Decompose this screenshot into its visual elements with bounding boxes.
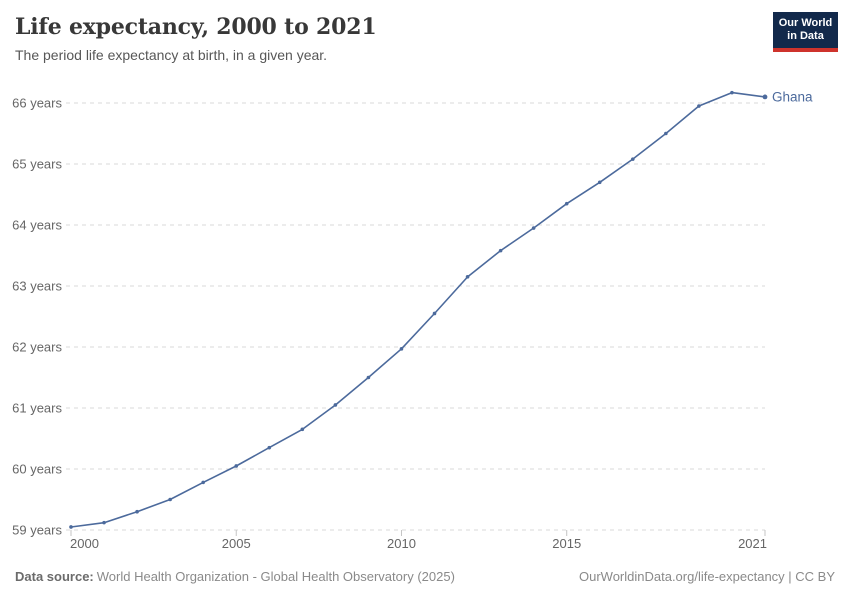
- page-title: Life expectancy, 2000 to 2021: [15, 14, 377, 40]
- data-point[interactable]: [300, 427, 305, 432]
- chart-subtitle: The period life expectancy at birth, in …: [15, 47, 328, 63]
- y-axis-tick-label: 64 years: [12, 218, 62, 233]
- data-point[interactable]: [597, 180, 602, 185]
- series-line-ghana[interactable]: [70, 91, 766, 528]
- data-point[interactable]: [697, 104, 701, 108]
- data-point[interactable]: [664, 131, 668, 136]
- data-point[interactable]: [564, 201, 569, 206]
- x-axis-tick-label: 2005: [222, 536, 251, 551]
- data-point[interactable]: [498, 248, 503, 253]
- data-source-label: Data source:: [15, 569, 94, 584]
- y-axis-tick-label: 59 years: [12, 523, 62, 538]
- data-point[interactable]: [69, 525, 73, 529]
- owid-logo-line2: in Data: [787, 30, 824, 42]
- data-point[interactable]: [730, 90, 734, 95]
- data-point[interactable]: [135, 509, 139, 514]
- data-point[interactable]: [399, 347, 404, 351]
- data-point[interactable]: [201, 480, 205, 485]
- y-axis-tick-label: 66 years: [12, 96, 62, 111]
- data-point[interactable]: [102, 520, 106, 525]
- data-source: Data source: World Health Organization - …: [15, 569, 455, 584]
- x-axis-tick-label: 2010: [387, 536, 416, 551]
- chart-footer: Data source: World Health Organization - …: [15, 569, 835, 584]
- y-axis-tick-label: 61 years: [12, 401, 62, 416]
- y-axis-tick-label: 65 years: [12, 157, 62, 172]
- data-point[interactable]: [465, 275, 470, 279]
- data-source-text: World Health Organization - Global Healt…: [96, 569, 455, 584]
- data-point[interactable]: [366, 375, 371, 380]
- data-point[interactable]: [333, 403, 338, 407]
- y-axis-tick-label: 62 years: [12, 340, 62, 355]
- x-axis-tick-label: 2015: [552, 536, 581, 551]
- data-point[interactable]: [432, 311, 437, 316]
- owid-logo[interactable]: Our World in Data: [773, 12, 838, 52]
- y-axis-tick-label: 60 years: [12, 462, 62, 477]
- y-axis-tick-label: 63 years: [12, 279, 62, 294]
- data-point[interactable]: [168, 497, 172, 502]
- data-point[interactable]: [234, 464, 239, 468]
- data-point[interactable]: [531, 226, 536, 230]
- x-axis-tick-label: 2021: [738, 536, 767, 551]
- chart-header: Life expectancy, 2000 to 2021 The period…: [15, 14, 377, 63]
- footer-citation-link[interactable]: OurWorldinData.org/life-expectancy | CC …: [578, 569, 835, 584]
- series-label-ghana[interactable]: Ghana: [772, 89, 813, 104]
- owid-logo-line1: Our World: [778, 17, 833, 29]
- data-point[interactable]: [267, 445, 272, 450]
- data-point[interactable]: [631, 157, 635, 161]
- x-axis-tick-label: 2000: [70, 536, 99, 551]
- series-end-dot: [762, 94, 768, 100]
